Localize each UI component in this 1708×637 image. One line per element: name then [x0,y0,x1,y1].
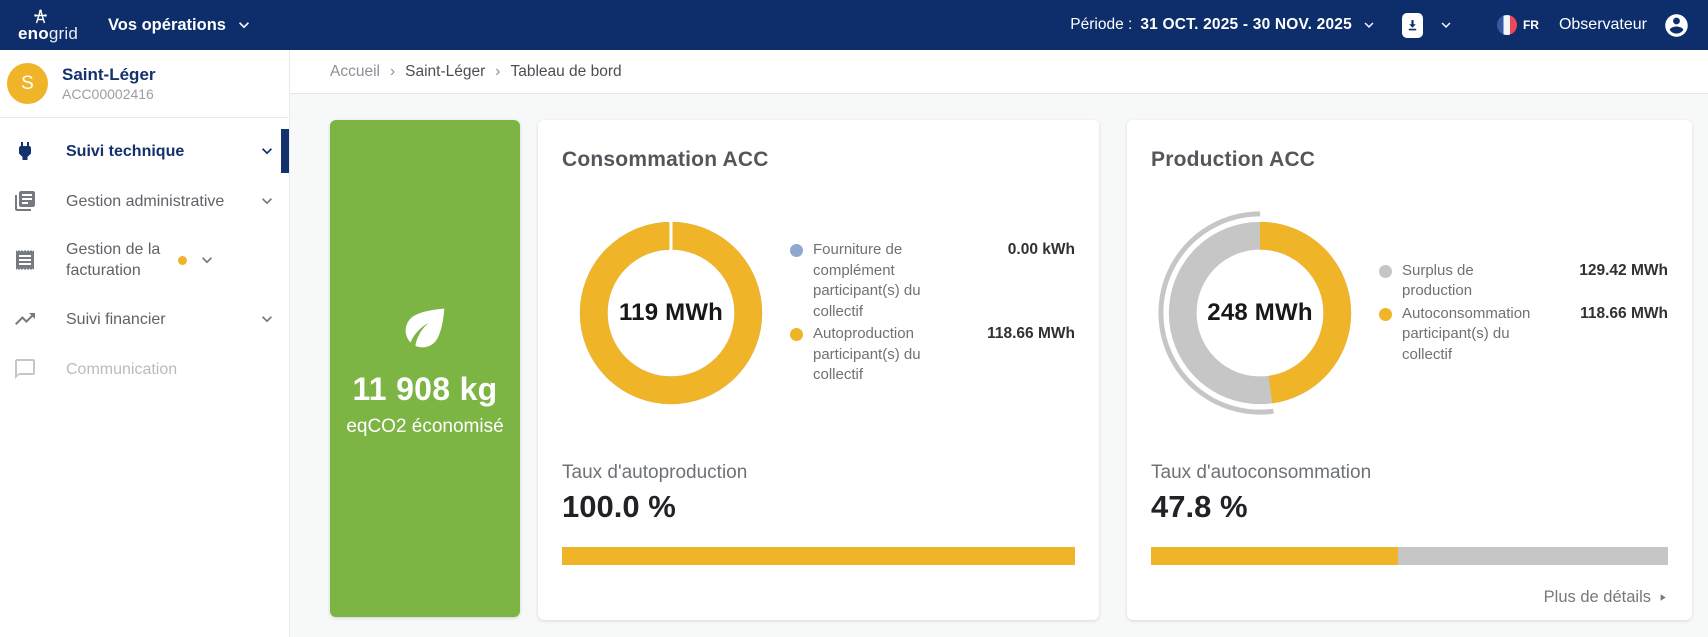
sidebar-item-label: Suivi technique [66,142,185,160]
legend-dot [790,328,803,342]
legend: Fourniture de complément participant(s) … [780,240,1075,386]
avatar: S [7,63,48,104]
french-flag-icon [1496,15,1517,35]
donut-center-label: 248 MWh [1207,299,1313,326]
breadcrumb-home[interactable]: Accueil [330,62,380,80]
organization-code: ACC00002416 [62,86,154,103]
production-donut-chart: 248 MWh [1151,204,1369,422]
production-card: Production ACC 248 MWh Surplus de [1127,120,1692,620]
period-value: 31 OCT. 2025 - 30 NOV. 2025 [1140,16,1352,33]
operations-menu-button[interactable]: Vos opérations [108,15,254,35]
user-role-label: Observateur [1558,16,1647,33]
period-label: Période : [1070,16,1133,33]
sidebar-menu: Suivi technique Gestion administrative [0,118,289,394]
breadcrumb-separator: › [495,62,501,80]
sidebar-item-label: Gestion administrative [66,192,225,210]
main-content: Accueil › Saint-Léger › Tableau de bord … [290,50,1708,637]
legend-label: Fourniture de complément participant(s) … [813,241,921,320]
pylon-logo-icon [32,9,49,24]
plug-icon [13,139,37,163]
legend-item: Autoconsommation participant(s) du colle… [1379,304,1668,366]
sidebar-item-label: Communication [66,360,178,378]
period-selector[interactable]: Période : 31 OCT. 2025 - 30 NOV. 2025 [1070,16,1378,34]
legend-label: Autoproduction participant(s) du collect… [813,325,921,384]
notification-dot [178,255,187,265]
consumption-donut-chart: 119 MWh [562,204,780,422]
card-title: Consommation ACC [562,148,769,171]
trending-up-icon [13,307,37,331]
legend-value: 0.00 kWh [1007,241,1075,259]
legend-item: Fourniture de complément participant(s) … [790,240,1075,322]
account-circle-icon[interactable] [1663,12,1690,39]
sidebar: S Saint-Léger ACC00002416 Suivi techniqu… [0,50,290,637]
logo-text: enogrid [18,23,78,43]
sidebar-item-gestion-facturation[interactable]: Gestion de la facturation [0,226,289,294]
download-icon[interactable] [1401,12,1423,38]
legend-value: 118.66 MWh [987,325,1075,343]
documents-icon [13,189,37,213]
chevron-right-icon [1657,592,1668,603]
sidebar-item-label: Gestion de la facturation [66,241,161,279]
legend-value: 129.42 MWh [1579,261,1668,279]
breadcrumb-operation[interactable]: Saint-Léger [405,62,486,80]
sidebar-item-suivi-technique[interactable]: Suivi technique [0,126,289,176]
donut-center-label: 119 MWh [618,299,724,326]
organization-name: Saint-Léger [62,64,156,84]
more-details-link[interactable]: Plus de détails [1151,588,1668,607]
sidebar-item-gestion-administrative[interactable]: Gestion administrative [0,176,289,226]
surplus-outer-arc [1158,211,1362,415]
chat-bubble-icon [13,357,37,381]
chevron-down-icon [234,15,254,35]
legend-value: 118.66 MWh [1580,304,1668,322]
consumption-card: Consommation ACC 119 MWh Fournitu [538,120,1099,620]
top-bar: enogrid Vos opérations Période : 31 OCT.… [0,0,1708,50]
rate-progress-fill [1151,547,1399,565]
enogrid-logo[interactable]: enogrid [18,9,78,42]
chevron-down-icon [257,191,277,211]
card-title: Production ACC [1151,148,1316,171]
more-details-label: Plus de détails [1543,588,1651,606]
language-code: FR [1522,18,1539,32]
legend-item: Surplus de production 129.42 MWh [1379,261,1668,302]
breadcrumb: Accueil › Saint-Léger › Tableau de bord [290,50,1708,94]
chevron-down-icon [197,250,217,270]
rate-value: 47.8 % [1151,489,1248,524]
legend-label: Autoconsommation participant(s) du colle… [1402,304,1531,363]
co2-value: 11 908 kg [352,371,498,407]
leaf-icon [396,299,454,357]
legend-dot [1379,307,1392,321]
rate-progress-bar [1151,547,1668,565]
chevron-down-icon[interactable] [1437,16,1455,34]
rate-progress-fill [562,547,1075,565]
organization-block[interactable]: S Saint-Léger ACC00002416 [0,50,289,118]
sidebar-item-label: Suivi financier [66,310,166,328]
rate-label: Taux d'autoconsommation [1151,462,1372,483]
receipt-icon [13,248,37,272]
co2-label: eqCO2 économisé [346,416,504,437]
breadcrumb-current: Tableau de bord [510,62,622,80]
co2-savings-card: 11 908 kg eqCO2 économisé [330,120,520,617]
sidebar-item-communication: Communication [0,344,289,394]
chevron-down-icon [257,141,277,161]
legend: Surplus de production 129.42 MWh Autocon… [1369,261,1668,366]
rate-value: 100.0 % [562,489,676,524]
chevron-down-icon [1360,16,1378,34]
operations-label: Vos opérations [107,15,226,34]
rate-label: Taux d'autoproduction [562,462,748,483]
legend-dot [1379,264,1392,278]
chevron-down-icon [257,309,277,329]
sidebar-item-suivi-financier[interactable]: Suivi financier [0,294,289,344]
rate-progress-bar [562,547,1075,565]
language-selector[interactable]: FR [1496,15,1539,35]
legend-item: Autoproduction participant(s) du collect… [790,324,1075,386]
legend-label: Surplus de production [1402,261,1474,300]
legend-dot [790,244,803,258]
breadcrumb-separator: › [389,62,396,80]
